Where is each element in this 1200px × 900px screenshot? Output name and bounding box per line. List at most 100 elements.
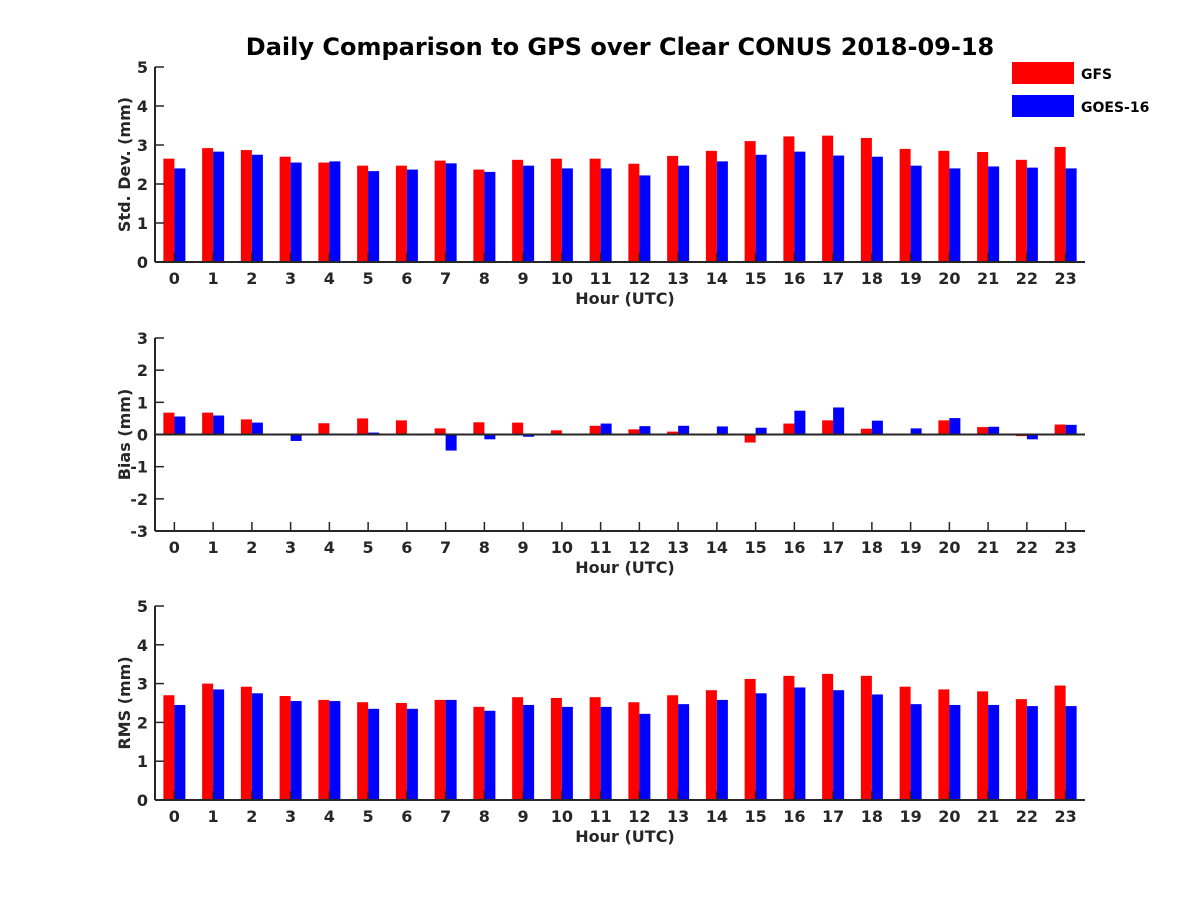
std-dev-y-tick-label: 4	[137, 97, 148, 116]
rms-y-tick-label: 1	[137, 752, 148, 771]
rms-x-tick-label: 2	[246, 807, 257, 826]
std-dev-x-tick-label: 22	[1016, 269, 1038, 288]
bias-bar-gfs-hour-2	[240, 419, 252, 435]
std-dev-bar-goes16-hour-2	[251, 154, 263, 262]
std-dev-bar-gfs-hour-8	[473, 169, 485, 262]
std-dev-bar-gfs-hour-2	[240, 150, 252, 262]
bias-bar-goes16-hour-3	[290, 434, 302, 441]
std-dev-x-tick-label: 12	[628, 269, 650, 288]
bias-bar-goes16-hour-18	[871, 420, 883, 435]
std-dev-bar-goes16-hour-3	[290, 162, 302, 262]
std-dev-bar-gfs-hour-17	[822, 135, 834, 262]
bias-y-tick-label: -3	[130, 522, 148, 541]
rms-bar-gfs-hour-7	[434, 699, 446, 800]
std-dev-y-tick-label: 3	[137, 136, 148, 155]
rms-y-axis-label: RMS (mm)	[115, 656, 134, 749]
rms-bar-gfs-hour-22	[1015, 699, 1027, 800]
rms-bar-goes16-hour-22	[1026, 706, 1038, 800]
bias-x-tick-label: 14	[706, 538, 728, 557]
std-dev-x-tick-label: 21	[977, 269, 999, 288]
std-dev-bar-gfs-hour-16	[783, 136, 795, 262]
rms-x-tick-label: 11	[589, 807, 611, 826]
rms-x-tick-label: 9	[518, 807, 529, 826]
rms-bar-goes16-hour-20	[949, 704, 961, 800]
std-dev-x-tick-label: 14	[706, 269, 728, 288]
bias-bar-gfs-hour-16	[783, 423, 795, 435]
bias-x-tick-label: 23	[1054, 538, 1076, 557]
std-dev-bar-gfs-hour-13	[667, 155, 679, 262]
std-dev-bar-goes16-hour-4	[329, 161, 341, 262]
legend: GFS GOES-16	[1012, 62, 1149, 117]
std-dev-bar-gfs-hour-1	[202, 148, 214, 262]
rms-bar-gfs-hour-6	[395, 703, 407, 800]
std-dev-bar-goes16-hour-17	[833, 155, 845, 262]
rms-x-tick-label: 19	[899, 807, 921, 826]
rms-bar-gfs-hour-0	[163, 695, 175, 800]
bias-x-tick-label: 13	[667, 538, 689, 557]
bias-x-tick-label: 10	[551, 538, 573, 557]
legend-label-goes16: GOES-16	[1081, 100, 1149, 116]
bias-x-tick-label: 1	[208, 538, 219, 557]
rms-x-tick-label: 6	[401, 807, 412, 826]
rms-bar-goes16-hour-7	[445, 699, 457, 800]
std-dev-bar-goes16-hour-14	[716, 161, 728, 262]
rms-x-tick-label: 23	[1054, 807, 1076, 826]
bias-x-tick-label: 16	[783, 538, 805, 557]
std-dev-x-tick-label: 10	[551, 269, 573, 288]
std-dev-bar-goes16-hour-0	[174, 168, 186, 262]
rms-bar-goes16-hour-19	[910, 704, 922, 800]
bias-bar-goes16-hour-2	[251, 422, 263, 435]
rms-bar-gfs-hour-13	[667, 695, 679, 800]
std-dev-y-tick-label: 2	[137, 175, 148, 194]
bias-bar-goes16-hour-21	[988, 426, 1000, 435]
std-dev-x-tick-label: 13	[667, 269, 689, 288]
std-dev-x-axis-label: Hour (UTC)	[575, 289, 675, 308]
bias-bar-gfs-hour-7	[434, 428, 446, 435]
bias-bar-gfs-hour-17	[822, 420, 834, 435]
std-dev-x-tick-label: 16	[783, 269, 805, 288]
rms-bar-goes16-hour-10	[561, 706, 573, 800]
bias-bar-gfs-hour-11	[589, 425, 601, 435]
bias-bar-gfs-hour-4	[318, 423, 330, 435]
rms-bar-goes16-hour-3	[290, 701, 302, 800]
bias-bar-goes16-hour-16	[794, 410, 806, 435]
rms-bar-gfs-hour-20	[938, 689, 950, 800]
legend-label-gfs: GFS	[1081, 67, 1112, 83]
rms-bar-goes16-hour-11	[600, 706, 612, 800]
bias-x-tick-label: 22	[1016, 538, 1038, 557]
std-dev-x-tick-label: 2	[246, 269, 257, 288]
rms-x-tick-label: 1	[208, 807, 219, 826]
bias-y-tick-label: 3	[137, 329, 148, 348]
rms-bar-gfs-hour-2	[240, 686, 252, 800]
std-dev-bar-gfs-hour-7	[434, 160, 446, 262]
rms-x-tick-label: 10	[551, 807, 573, 826]
bias-bar-gfs-hour-18	[860, 428, 872, 435]
bias-bar-gfs-hour-10	[550, 430, 562, 435]
std-dev-bar-gfs-hour-20	[938, 150, 950, 262]
rms-bar-gfs-hour-18	[860, 675, 872, 800]
rms-bar-gfs-hour-4	[318, 699, 330, 800]
bias-x-tick-label: 11	[589, 538, 611, 557]
bias-bar-gfs-hour-21	[977, 427, 989, 435]
rms-x-tick-label: 0	[169, 807, 180, 826]
std-dev-bar-gfs-hour-3	[279, 156, 291, 262]
bias-bar-gfs-hour-12	[628, 429, 640, 435]
rms-bar-goes16-hour-13	[678, 704, 690, 800]
bias-bar-goes16-hour-19	[910, 428, 922, 435]
bias-bar-gfs-hour-6	[395, 420, 407, 435]
bias-x-tick-label: 15	[744, 538, 766, 557]
std-dev-x-tick-label: 8	[479, 269, 490, 288]
rms-bar-gfs-hour-16	[783, 675, 795, 800]
rms-bar-goes16-hour-12	[639, 713, 651, 800]
rms-bar-gfs-hour-10	[550, 697, 562, 800]
rms-y-tick-label: 0	[137, 791, 148, 810]
bias-bar-goes16-hour-7	[445, 434, 457, 451]
rms-bar-gfs-hour-14	[705, 690, 717, 800]
std-dev-y-tick-label: 1	[137, 214, 148, 233]
rms-bar-goes16-hour-18	[871, 694, 883, 800]
rms-bar-goes16-hour-15	[755, 693, 767, 800]
rms-x-tick-label: 12	[628, 807, 650, 826]
rms-x-tick-label: 4	[324, 807, 335, 826]
